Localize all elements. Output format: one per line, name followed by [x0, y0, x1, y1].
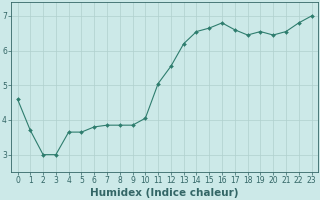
X-axis label: Humidex (Indice chaleur): Humidex (Indice chaleur) [90, 188, 239, 198]
